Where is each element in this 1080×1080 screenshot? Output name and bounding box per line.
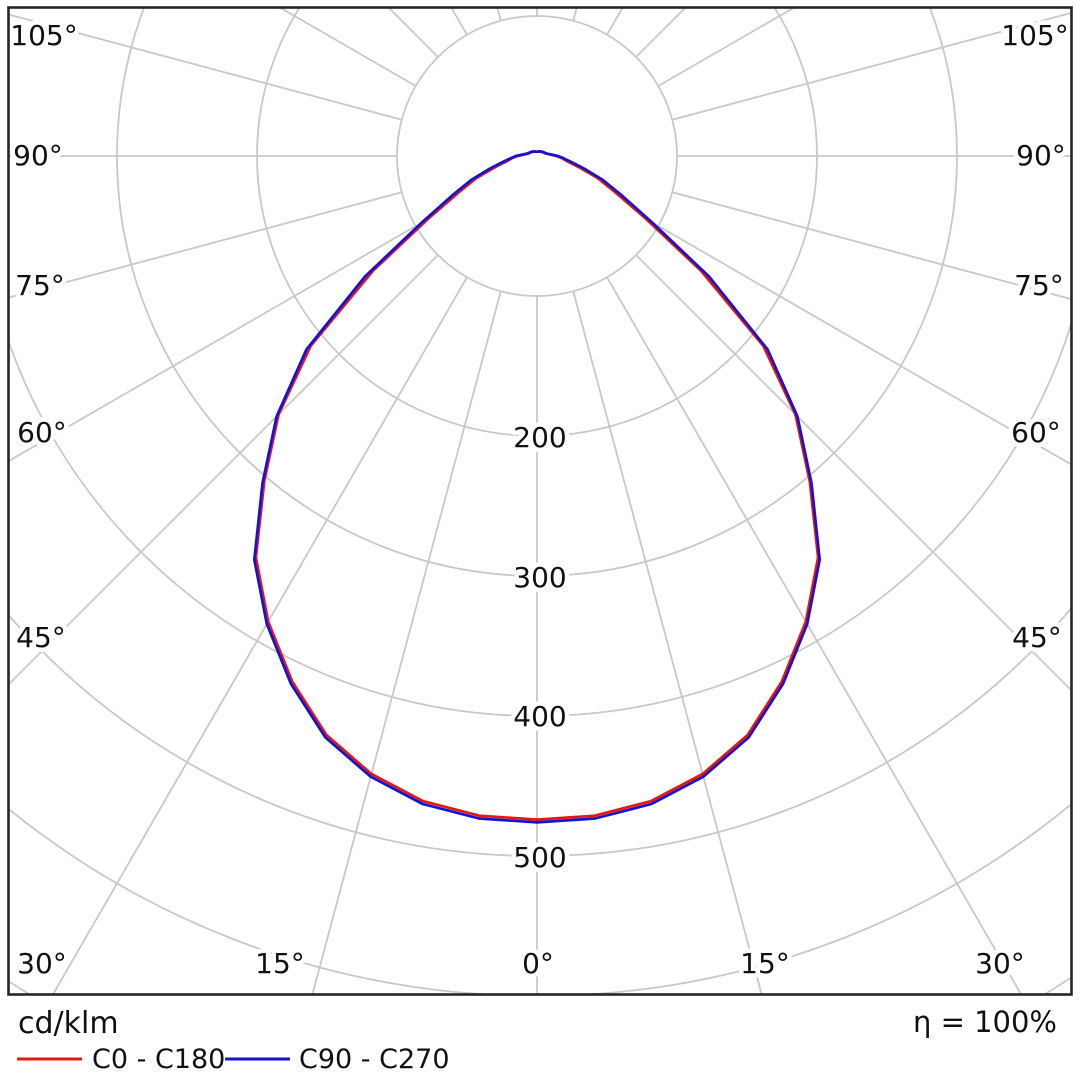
grid-radial-105deg [671, 11, 1071, 121]
angle-label-3: 60° [17, 416, 67, 449]
radial-unit-label: cd/klm [18, 1006, 119, 1041]
angle-label-14: 105° [1001, 19, 1068, 52]
angle-label-12: 75° [1014, 269, 1064, 302]
grid-radial-15deg [572, 290, 763, 994]
intensity-curves [252, 150, 822, 824]
radial-value-label-200: 200 [513, 421, 566, 454]
angle-label-1: 90° [13, 139, 63, 172]
angle-label-9: 30° [975, 947, 1025, 980]
grid-ring-100 [396, 15, 678, 297]
angle-label-10: 45° [1012, 621, 1062, 654]
radial-value-label-400: 400 [513, 700, 566, 733]
legend-label-c0-c180: C0 - C180 [92, 1044, 225, 1075]
angle-label-6: 15° [255, 947, 305, 980]
grid-radial-60deg [657, 225, 1071, 466]
chart-frame [7, 6, 1073, 996]
angle-label-5: 30° [17, 947, 67, 980]
angle-label-13: 90° [1016, 139, 1066, 172]
grid-radial-255deg [9, 13, 403, 121]
grid-radial-285deg [9, 191, 403, 299]
angle-label-0: 105° [10, 19, 77, 52]
grid-radial-30deg [606, 276, 1022, 994]
radial-value-label-300: 300 [513, 561, 566, 594]
grid-radial-165deg [572, 8, 578, 22]
legend-label-c90-c270: C90 - C270 [299, 1044, 450, 1075]
radial-value-label-500: 500 [513, 841, 566, 874]
angle-label-7: 0° [522, 947, 554, 980]
angle-label-2: 75° [15, 269, 65, 302]
grid-ring-400 [9, 321, 1071, 717]
angle-label-4: 45° [16, 621, 66, 654]
grid-radial-330deg [52, 276, 468, 994]
angle-label-11: 60° [1011, 416, 1061, 449]
grid-radial-75deg [671, 191, 1071, 301]
light-output-ratio-label: η = 100% [913, 1005, 1057, 1039]
curve-c90-c270 [252, 150, 822, 824]
grid-radial-195deg [496, 8, 502, 22]
grid-radial-345deg [311, 290, 502, 994]
angle-label-8: 15° [740, 947, 790, 980]
grid-radial-300deg [9, 225, 417, 462]
axis-labels: 105° 90° 75° 60° 45° 30° 15° 0° 15° 30° 45° 60° 75° 9… [6, 15, 1073, 985]
